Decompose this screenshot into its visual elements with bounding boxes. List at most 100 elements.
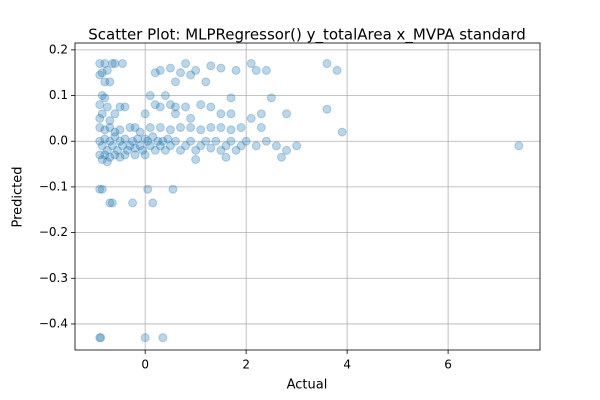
point (105, 136, 115, 146)
point (201, 77, 211, 87)
point (115, 152, 125, 162)
point (105, 116, 115, 126)
point (97, 109, 107, 119)
point (105, 152, 115, 162)
point (196, 125, 206, 135)
point (201, 136, 211, 146)
point (102, 102, 112, 112)
point (231, 65, 241, 75)
point (165, 63, 175, 73)
point (261, 136, 271, 146)
point (186, 123, 196, 133)
point (160, 91, 170, 101)
point (148, 198, 158, 208)
point (181, 59, 191, 69)
point (115, 125, 125, 135)
point (135, 127, 145, 137)
point (168, 184, 178, 194)
point (105, 123, 115, 133)
point (95, 333, 105, 343)
point (332, 65, 342, 75)
point (95, 123, 105, 133)
point (155, 65, 165, 75)
point (102, 65, 112, 75)
point (95, 136, 105, 146)
point (170, 109, 180, 119)
point (117, 59, 127, 69)
point (95, 70, 105, 80)
point (186, 70, 196, 80)
chart-title: Scatter Plot: MLPRegressor() y_totalArea… (88, 26, 526, 45)
point (107, 141, 117, 151)
point (191, 145, 201, 155)
point (95, 100, 105, 110)
plot-frame (74, 42, 541, 351)
point (140, 333, 150, 343)
point (148, 132, 158, 142)
y-tick-label: −0.1 (39, 179, 68, 193)
point (155, 102, 165, 112)
point (145, 123, 155, 133)
point (160, 145, 170, 155)
point (226, 136, 236, 146)
point (163, 134, 173, 144)
x-tick-label: 4 (343, 358, 351, 372)
point (251, 65, 261, 75)
point (226, 93, 236, 103)
point (117, 141, 127, 151)
x-tick-label: 0 (141, 358, 149, 372)
point (216, 145, 226, 155)
point (105, 77, 115, 87)
point (221, 141, 231, 151)
point (165, 100, 175, 110)
point (216, 63, 226, 73)
point (256, 123, 266, 133)
point (196, 141, 206, 151)
point (181, 102, 191, 112)
x-tick-label: 6 (444, 358, 452, 372)
point (135, 141, 145, 151)
point (145, 141, 155, 151)
point (102, 145, 112, 155)
point (206, 102, 216, 112)
point (110, 127, 120, 137)
point (266, 93, 276, 103)
point (95, 59, 105, 69)
y-tick-label: −0.3 (39, 271, 68, 285)
point (150, 68, 160, 78)
point (110, 132, 120, 142)
point (165, 125, 175, 135)
point (150, 100, 160, 110)
point (100, 59, 110, 69)
point (236, 141, 246, 151)
y-tick-label: 0.1 (49, 88, 68, 102)
point (206, 61, 216, 71)
point (97, 184, 107, 194)
point (196, 100, 206, 110)
point (322, 104, 332, 114)
point (322, 59, 332, 69)
point (191, 154, 201, 164)
point (133, 134, 143, 144)
point (181, 141, 191, 151)
y-axis-label: Predicted (11, 166, 26, 227)
point (95, 150, 105, 160)
point (176, 145, 186, 155)
point (115, 102, 125, 112)
point (105, 198, 115, 208)
point (138, 145, 148, 155)
point (155, 141, 165, 151)
point (170, 102, 180, 112)
point (221, 152, 231, 162)
point (97, 91, 107, 101)
point (226, 109, 236, 119)
point (97, 154, 107, 164)
point (140, 150, 150, 160)
point (276, 152, 286, 162)
point (236, 123, 246, 133)
point (150, 145, 160, 155)
point (241, 136, 251, 146)
y-tick-label: −0.2 (39, 225, 68, 239)
point (128, 136, 138, 146)
